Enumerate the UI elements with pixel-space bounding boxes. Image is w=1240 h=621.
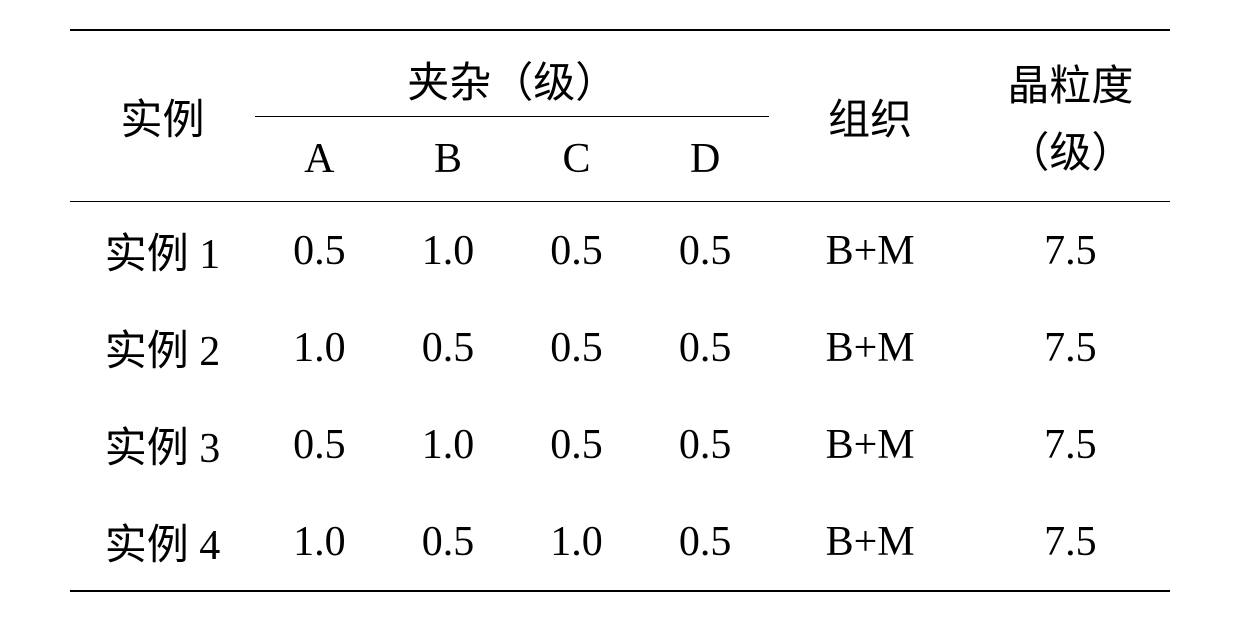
cell-grain: 7.5 bbox=[971, 299, 1170, 396]
cell-grain: 7.5 bbox=[971, 202, 1170, 300]
table-row: 实例 2 1.0 0.5 0.5 0.5 B+M 7.5 bbox=[70, 299, 1170, 396]
cell-a: 1.0 bbox=[255, 299, 384, 396]
cell-example: 实例 3 bbox=[70, 396, 255, 493]
header-grain-line1: 晶粒度 bbox=[971, 30, 1170, 117]
header-inclusion-group: 夹杂（级） bbox=[255, 30, 769, 117]
cell-a: 0.5 bbox=[255, 396, 384, 493]
table-row: 实例 4 1.0 0.5 1.0 0.5 B+M 7.5 bbox=[70, 493, 1170, 591]
cell-c: 0.5 bbox=[512, 396, 641, 493]
header-org: 组织 bbox=[769, 30, 970, 202]
header-col-d: D bbox=[641, 117, 770, 202]
cell-grain: 7.5 bbox=[971, 493, 1170, 591]
cell-d: 0.5 bbox=[641, 202, 770, 300]
table-row: 实例 3 0.5 1.0 0.5 0.5 B+M 7.5 bbox=[70, 396, 1170, 493]
cell-b: 0.5 bbox=[384, 493, 513, 591]
cell-a: 0.5 bbox=[255, 202, 384, 300]
cell-b: 1.0 bbox=[384, 396, 513, 493]
cell-d: 0.5 bbox=[641, 396, 770, 493]
table-body: 实例 1 0.5 1.0 0.5 0.5 B+M 7.5 实例 2 1.0 0.… bbox=[70, 202, 1170, 592]
header-col-b: B bbox=[384, 117, 513, 202]
cell-example: 实例 4 bbox=[70, 493, 255, 591]
cell-c: 0.5 bbox=[512, 202, 641, 300]
cell-b: 1.0 bbox=[384, 202, 513, 300]
cell-example: 实例 1 bbox=[70, 202, 255, 300]
cell-c: 1.0 bbox=[512, 493, 641, 591]
header-grain-line2: （级） bbox=[971, 117, 1170, 202]
cell-d: 0.5 bbox=[641, 299, 770, 396]
header-example: 实例 bbox=[70, 30, 255, 202]
cell-d: 0.5 bbox=[641, 493, 770, 591]
cell-org: B+M bbox=[769, 396, 970, 493]
cell-org: B+M bbox=[769, 299, 970, 396]
header-col-c: C bbox=[512, 117, 641, 202]
data-table: 实例 夹杂（级） 组织 晶粒度 A B C D （级） 实例 1 0.5 1.0… bbox=[70, 29, 1170, 592]
cell-org: B+M bbox=[769, 202, 970, 300]
header-col-a: A bbox=[255, 117, 384, 202]
cell-c: 0.5 bbox=[512, 299, 641, 396]
table-row: 实例 1 0.5 1.0 0.5 0.5 B+M 7.5 bbox=[70, 202, 1170, 300]
cell-b: 0.5 bbox=[384, 299, 513, 396]
cell-a: 1.0 bbox=[255, 493, 384, 591]
cell-grain: 7.5 bbox=[971, 396, 1170, 493]
cell-org: B+M bbox=[769, 493, 970, 591]
cell-example: 实例 2 bbox=[70, 299, 255, 396]
